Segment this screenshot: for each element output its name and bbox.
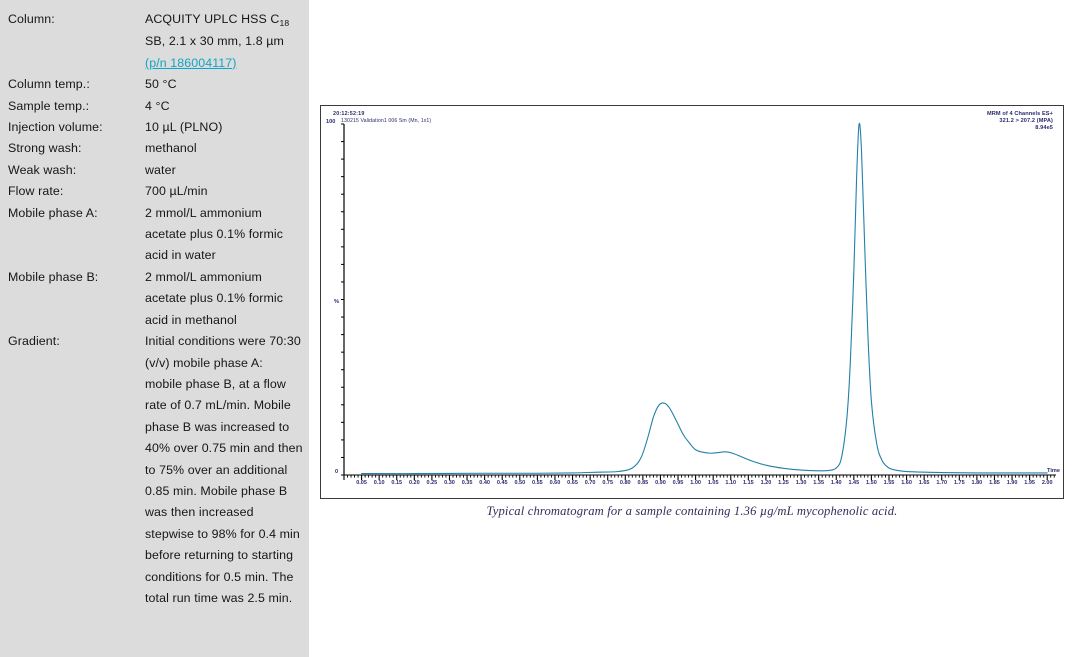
- x-tick-label: 0.70: [584, 480, 596, 486]
- x-tick-label: 1.90: [1006, 480, 1018, 486]
- x-tick-label: 1.80: [971, 480, 983, 486]
- x-tick-label: 0.50: [514, 480, 526, 486]
- x-tick-label: 0.95: [672, 480, 684, 486]
- method-conditions-panel: Column: ACQUITY UPLC HSS C18 SB, 2.1 x 3…: [0, 0, 309, 657]
- x-tick-label: 1.95: [1024, 480, 1035, 486]
- x-tick-label: 1.30: [795, 480, 807, 486]
- row-label: Gradient:: [8, 334, 60, 349]
- chart-header-transition: 321.2 > 207.2 (MPA): [999, 118, 1053, 124]
- y-axis-max-label: 100: [326, 119, 336, 125]
- chart-header-timestamp: 20:12:52:19: [333, 111, 365, 117]
- x-tick-label: 0.30: [444, 480, 455, 486]
- x-tick-label: 0.65: [567, 480, 578, 486]
- x-tick-label: 0.45: [496, 480, 508, 486]
- subscript-18: 18: [279, 18, 290, 28]
- row-value: ACQUITY UPLC HSS C18 SB, 2.1 x 30 mm, 1.…: [145, 9, 303, 74]
- x-axis-label: Time: [1047, 468, 1060, 474]
- x-tick-label: 1.70: [936, 480, 948, 486]
- table-row: Injection volume: 10 µL (PLNO): [8, 117, 303, 138]
- chromatogram-plot: [341, 122, 1056, 480]
- column-description: ACQUITY UPLC HSS C18 SB, 2.1 x 30 mm, 1.…: [145, 12, 290, 49]
- x-tick-label: 0.15: [391, 480, 403, 486]
- y-axis-min-label: 0: [335, 469, 339, 475]
- x-tick-label: 1.85: [989, 480, 1000, 486]
- row-value: 10 µL (PLNO): [145, 120, 223, 135]
- row-value: methanol: [145, 141, 197, 156]
- x-tick-label: 1.25: [778, 480, 789, 486]
- x-tick-label: 1.35: [813, 480, 825, 486]
- x-tick-label: 0.90: [655, 480, 666, 486]
- x-tick-label: 0.25: [426, 480, 438, 486]
- chromatogram-figure: 20:12:52:19 130215 Validation1 006 Sm (M…: [320, 105, 1064, 499]
- x-tick-label: 0.10: [373, 480, 385, 486]
- x-tick-label: 0.75: [602, 480, 614, 486]
- x-tick-label: 0.20: [408, 480, 420, 486]
- row-value: 4 °C: [145, 98, 170, 113]
- row-label: Injection volume:: [8, 120, 103, 135]
- chart-header-intensity: 8.94e5: [1035, 125, 1053, 131]
- x-tick-label: 1.10: [725, 480, 737, 486]
- x-tick-label: 1.45: [848, 480, 860, 486]
- row-value: Initial conditions were 70:30 (v/v) mobi…: [145, 334, 303, 605]
- chromatogram-frame: 20:12:52:19 130215 Validation1 006 Sm (M…: [320, 105, 1064, 499]
- x-tick-label: 0.40: [479, 480, 490, 486]
- table-body: Column: ACQUITY UPLC HSS C18 SB, 2.1 x 3…: [8, 9, 303, 609]
- table-row: Sample temp.: 4 °C: [8, 96, 303, 117]
- table-row: Weak wash: water: [8, 160, 303, 181]
- x-tick-label: 0.35: [461, 480, 473, 486]
- row-label: Strong wash:: [8, 141, 82, 156]
- axes-group: [343, 124, 1056, 476]
- row-label: Mobile phase B:: [8, 269, 99, 284]
- chromatogram-trace: [361, 122, 1048, 475]
- table-row: Strong wash: methanol: [8, 138, 303, 159]
- x-tick-label: 0.85: [637, 480, 649, 486]
- x-tick-label: 1.60: [901, 480, 912, 486]
- x-tick-marks: [343, 475, 1055, 480]
- row-label: Flow rate:: [8, 184, 64, 199]
- x-tick-label: 0.05: [356, 480, 367, 486]
- x-tick-label: 2.00: [1041, 480, 1053, 486]
- row-value: 2 mmol/L ammonium acetate plus 0.1% form…: [145, 205, 284, 263]
- table-row: Mobile phase B: 2 mmol/L ammonium acetat…: [8, 267, 303, 331]
- x-tick-label-row: 0.05 0.10 0.15 0.20 0.25 0.30 0.35 0.40 0.45 0.50…: [321, 480, 1065, 492]
- x-tick-label: 1.00: [690, 480, 701, 486]
- row-value: 2 mmol/L ammonium acetate plus 0.1% form…: [145, 269, 284, 327]
- row-label: Sample temp.:: [8, 98, 90, 113]
- part-number-link[interactable]: (p/n 186004117): [145, 55, 237, 70]
- x-tick-label: 1.40: [830, 480, 842, 486]
- row-value: 50 °C: [145, 77, 177, 92]
- row-value: water: [145, 162, 176, 177]
- y-axis-unit-label: %: [334, 299, 339, 305]
- row-label: Column temp.:: [8, 77, 90, 92]
- row-value: 700 µL/min: [145, 184, 208, 199]
- x-tick-label: 0.55: [532, 480, 543, 486]
- figure-caption: Typical chromatogram for a sample contai…: [486, 504, 898, 518]
- method-conditions-table: Column: ACQUITY UPLC HSS C18 SB, 2.1 x 3…: [8, 9, 303, 609]
- table-row: Gradient: Initial conditions were 70:30 …: [8, 331, 303, 609]
- x-tick-label: 1.55: [883, 480, 895, 486]
- x-tick-label: 1.50: [866, 480, 877, 486]
- chart-header-mrm-channels: MRM of 4 Channels ES+: [987, 111, 1053, 117]
- table-row: Mobile phase A: 2 mmol/L ammonium acetat…: [8, 203, 303, 267]
- row-label: Column:: [8, 12, 55, 26]
- y-tick-marks: [341, 123, 344, 476]
- x-tick-label: 1.75: [953, 480, 965, 486]
- chart-header-sample-id: 130215 Validation1 006 Sm (Mn, 1x1): [341, 117, 432, 124]
- row-label: Mobile phase A:: [8, 205, 98, 220]
- x-tick-label: 1.05: [707, 480, 719, 486]
- row-label: Weak wash:: [8, 162, 77, 177]
- table-row: Column: ACQUITY UPLC HSS C18 SB, 2.1 x 3…: [8, 9, 303, 74]
- x-tick-label: 1.65: [918, 480, 930, 486]
- x-tick-label: 1.20: [760, 480, 772, 486]
- x-tick-label: 0.60: [549, 480, 561, 486]
- x-tick-label: 1.15: [742, 480, 754, 486]
- x-tick-label: 0.80: [619, 480, 631, 486]
- table-row: Column temp.: 50 °C: [8, 74, 303, 95]
- table-row: Flow rate: 700 µL/min: [8, 181, 303, 202]
